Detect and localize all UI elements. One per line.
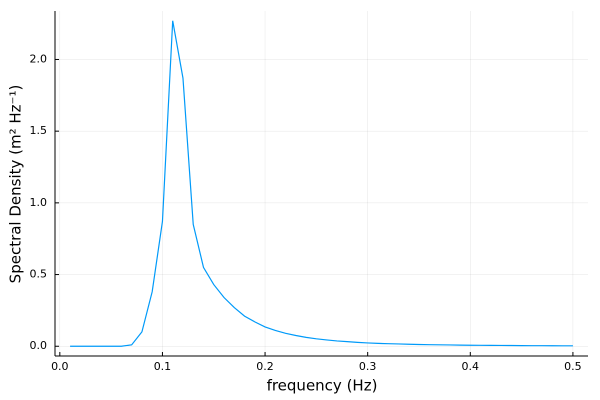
x-tick-label: 0.0 xyxy=(51,360,69,373)
y-tick-label: 0.5 xyxy=(30,268,48,281)
x-tick-label: 0.1 xyxy=(154,360,172,373)
y-axis-label: Spectral Density (m² Hz⁻¹) xyxy=(7,85,25,284)
x-tick-label: 0.3 xyxy=(359,360,377,373)
x-axis-label: frequency (Hz) xyxy=(267,377,378,395)
y-tick-label: 0.0 xyxy=(30,339,48,352)
x-tick-label: 0.4 xyxy=(462,360,480,373)
x-tick-label: 0.5 xyxy=(564,360,582,373)
y-tick-label: 2.0 xyxy=(30,52,48,65)
line xyxy=(70,20,573,347)
y-tick-label: 1.5 xyxy=(30,124,48,137)
x-tick-label: 0.2 xyxy=(256,360,274,373)
y-tick-label: 1.0 xyxy=(30,196,48,209)
